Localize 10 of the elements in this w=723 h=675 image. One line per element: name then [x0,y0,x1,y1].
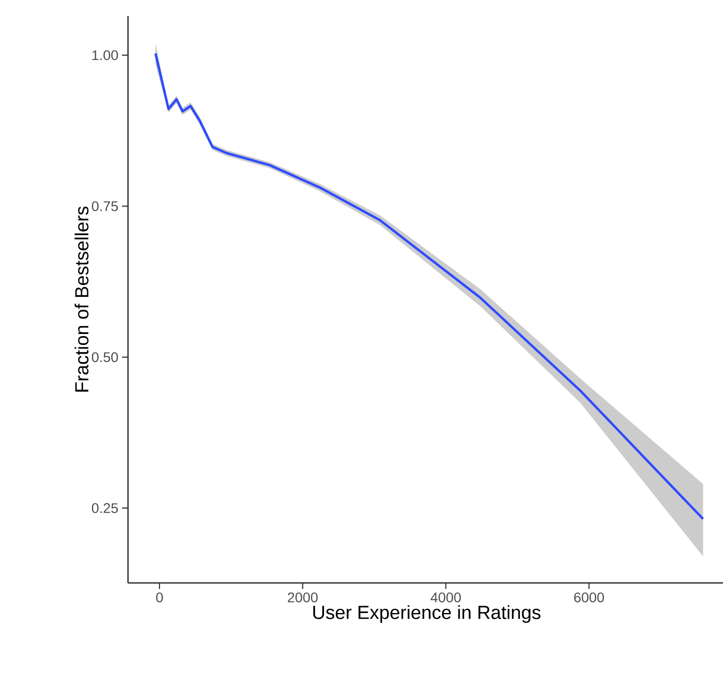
y-tick-label: 1.00 [92,50,118,60]
x-axis-title: User Experience in Ratings [313,605,540,623]
x-tick-label: 0 [156,592,163,602]
x-tick-label: 4000 [430,592,461,602]
y-tick-label: 0.75 [92,201,118,212]
y-axis-title: Fraction of Bestsellers [74,206,89,392]
y-tick-label: 0.25 [92,503,118,514]
x-tick-label: 6000 [574,592,604,602]
y-tick-label: 0.50 [92,352,118,362]
x-tick-label: 2000 [288,592,318,602]
